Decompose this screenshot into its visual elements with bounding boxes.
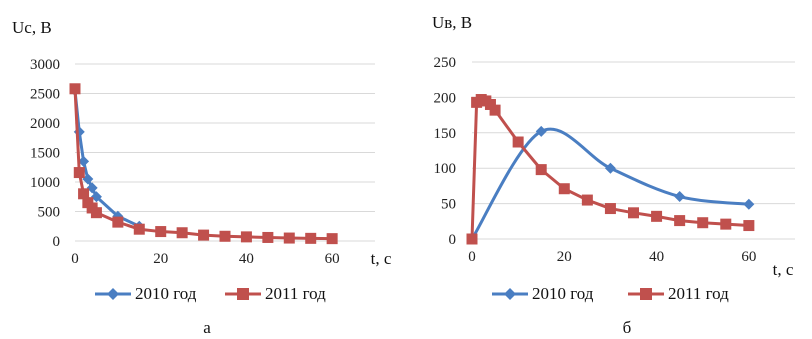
data-point-square xyxy=(466,233,478,245)
figure-caption: а xyxy=(203,318,211,337)
data-point-diamond xyxy=(674,191,686,203)
x-tick-label: 60 xyxy=(325,251,340,267)
x-tick-label: 0 xyxy=(71,251,79,267)
data-point-square xyxy=(78,188,90,200)
data-point-square xyxy=(240,231,252,243)
legend-marker-diamond xyxy=(107,288,119,300)
data-point-square xyxy=(651,210,663,222)
y-axis-label: Uc, B xyxy=(12,18,52,37)
y-tick-label: 200 xyxy=(434,90,457,106)
legend-label: 2011 год xyxy=(668,284,729,303)
data-point-square xyxy=(69,83,81,95)
data-point-diamond xyxy=(86,182,98,194)
y-tick-label: 250 xyxy=(434,55,457,71)
data-point-diamond xyxy=(78,155,90,167)
data-point-square xyxy=(305,232,317,244)
data-point-square xyxy=(535,164,547,176)
data-point-diamond xyxy=(535,125,547,137)
data-point-square xyxy=(489,104,501,116)
data-point-square xyxy=(484,98,496,110)
data-point-square xyxy=(262,231,274,243)
data-point-square xyxy=(628,207,639,219)
data-point-square xyxy=(198,229,210,241)
legend-label: 2011 год xyxy=(265,284,326,303)
data-point-square xyxy=(674,215,686,227)
x-tick-label: 20 xyxy=(153,251,168,267)
series-line-2010 xyxy=(470,127,750,240)
data-point-square xyxy=(219,230,231,242)
data-point-diamond xyxy=(73,126,85,138)
y-tick-label: 3000 xyxy=(30,57,60,73)
data-point-square xyxy=(720,218,732,230)
data-point-square xyxy=(326,233,338,245)
data-point-diamond xyxy=(743,198,755,210)
legend-marker-square xyxy=(237,288,249,300)
x-axis-label: t, c xyxy=(371,249,392,268)
y-tick-label: 100 xyxy=(434,161,457,177)
data-point-square xyxy=(283,232,295,244)
data-point-square xyxy=(697,217,709,229)
y-axis-label: Uв, B xyxy=(432,13,472,32)
y-tick-label: 2000 xyxy=(30,116,60,132)
x-tick-label: 40 xyxy=(239,251,254,267)
data-point-square xyxy=(176,227,188,239)
x-tick-label: 40 xyxy=(649,249,664,265)
x-tick-label: 20 xyxy=(557,249,572,265)
chart-a: 0 500 1000 1500 2000 2500 3000 0 20 40 60 Uc, B t, c… xyxy=(12,18,392,337)
chart-b: 0 50 100 150 200 250 0 20 40 60 Uв, B t, c 2010 год 2… xyxy=(432,13,795,337)
legend-marker-square xyxy=(640,288,652,300)
y-tick-label: 1000 xyxy=(30,175,60,191)
x-tick-label: 0 xyxy=(468,249,476,265)
data-point-square xyxy=(743,220,755,232)
data-point-square xyxy=(581,194,593,206)
data-point-diamond xyxy=(604,162,616,174)
legend-label: 2010 год xyxy=(532,284,594,303)
figure-caption: б xyxy=(623,318,632,337)
data-point-diamond xyxy=(90,191,102,203)
data-point-square xyxy=(512,136,524,148)
y-tick-label: 150 xyxy=(434,126,457,142)
data-point-square xyxy=(90,207,102,219)
y-tick-label: 500 xyxy=(38,205,61,221)
data-point-square xyxy=(604,203,616,215)
y-tick-label: 0 xyxy=(53,234,61,250)
data-point-square xyxy=(133,223,145,235)
x-tick-label: 60 xyxy=(741,249,756,265)
series-line-2010 xyxy=(73,90,140,228)
legend-marker-diamond xyxy=(504,288,516,300)
y-tick-label: 1500 xyxy=(30,146,60,162)
x-axis-label: t, c xyxy=(773,260,794,279)
y-tick-label: 50 xyxy=(441,197,456,213)
data-point-square xyxy=(155,226,167,238)
y-tick-label: 2500 xyxy=(30,87,60,103)
legend-label: 2010 год xyxy=(135,284,197,303)
y-tick-label: 0 xyxy=(449,232,457,248)
data-point-square xyxy=(558,183,570,195)
data-point-square xyxy=(112,216,124,228)
data-point-square xyxy=(73,167,85,179)
data-point-diamond xyxy=(82,173,94,185)
